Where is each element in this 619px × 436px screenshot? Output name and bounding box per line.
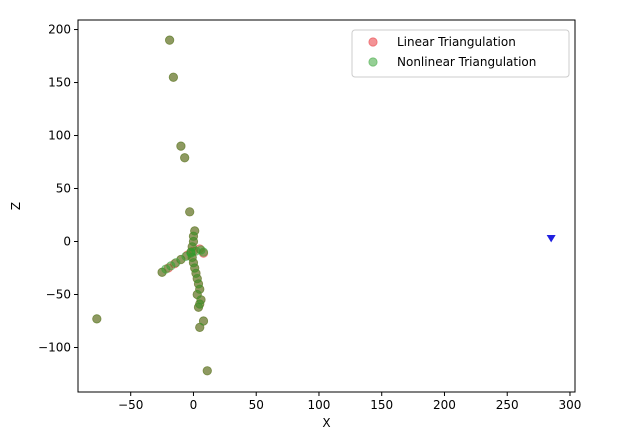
legend-marker <box>368 57 378 67</box>
data-point <box>185 207 195 217</box>
data-point <box>546 234 556 243</box>
legend-marker <box>368 37 378 47</box>
x-tick-label: 0 <box>190 398 198 412</box>
x-tick-label: 50 <box>249 398 264 412</box>
plot-area <box>92 35 556 376</box>
x-tick-label: −50 <box>118 398 143 412</box>
legend-label: Linear Triangulation <box>397 35 516 49</box>
data-point <box>198 247 209 257</box>
x-tick-label: 150 <box>370 398 393 412</box>
legend-box <box>351 29 570 78</box>
x-axis-label: X <box>322 416 330 430</box>
data-point <box>190 226 200 236</box>
legend: Linear Triangulation Nonlinear Triangulat… <box>351 29 570 78</box>
x-tick-label: 250 <box>496 398 519 412</box>
y-tick-label: 200 <box>48 23 71 37</box>
y-tick-label: 100 <box>48 129 71 143</box>
data-point <box>202 366 212 376</box>
data-point <box>92 314 102 324</box>
y-tick-label: −50 <box>46 287 71 301</box>
legend-label: Nonlinear Triangulation <box>397 55 536 69</box>
x-tick-label: 300 <box>559 398 582 412</box>
y-tick-label: −100 <box>38 340 71 354</box>
x-tick-label: 200 <box>433 398 456 412</box>
y-tick-label: 150 <box>48 76 71 90</box>
data-point <box>168 72 178 82</box>
data-point <box>176 141 186 151</box>
y-tick-label: 50 <box>56 182 71 196</box>
data-point <box>198 316 209 326</box>
y-tick-label: 0 <box>63 235 71 249</box>
axes: −50 0 50 100 150 200 250 300 −100 −50 0 50 100 150 200… <box>9 19 582 430</box>
data-point <box>180 153 190 163</box>
x-tick-label: 100 <box>308 398 331 412</box>
y-axis-label: Z <box>9 202 23 210</box>
data-point <box>165 35 175 45</box>
plot-frame <box>77 19 576 393</box>
